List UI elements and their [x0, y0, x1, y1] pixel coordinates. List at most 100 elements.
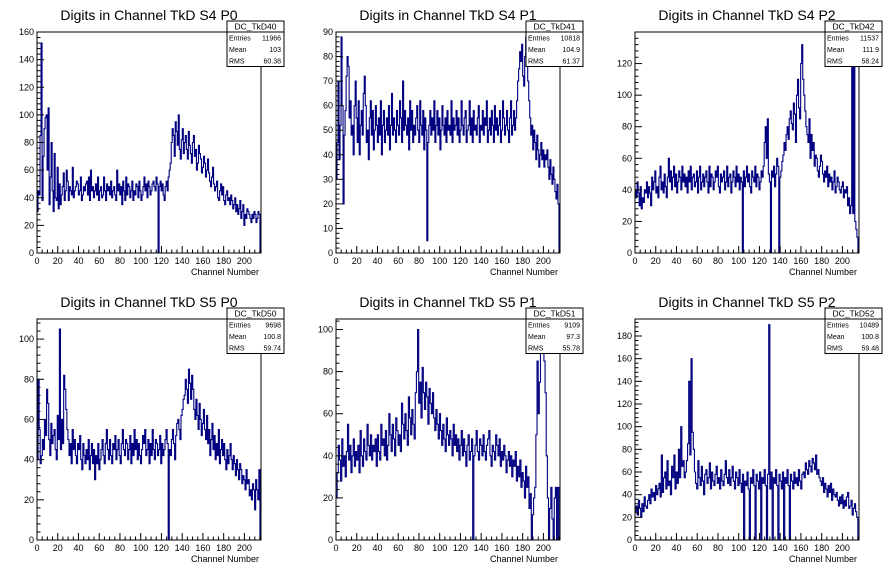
histogram-svg: Digits in Channel TkD S5 P2 0 20 40 60 80 100 1…	[617, 294, 883, 564]
chart-title: Digits in Channel TkD S5 P2	[658, 294, 835, 310]
y-tick-label: 100	[19, 334, 34, 344]
stats-row-label: Mean	[528, 47, 546, 54]
chart-title: Digits in Channel TkD S4 P0	[60, 7, 237, 23]
stats-row-value: 9698	[265, 323, 281, 330]
x-tick-label: 40	[73, 543, 83, 553]
x-tick-label: 100	[731, 256, 746, 266]
stats-row-value: 59.74	[263, 346, 281, 353]
x-tick-label: 0	[333, 256, 338, 266]
x-tick-label: 160	[195, 543, 210, 553]
x-tick-label: 140	[773, 256, 788, 266]
stats-box: DC_TkD41 Entries 10818 Mean 104.9 RMS 61.37	[525, 20, 584, 67]
stats-row-value: 111.9	[863, 47, 880, 54]
histogram-pad: Digits in Channel TkD S4 P1 0 20 40 60 80 100 1…	[299, 0, 597, 287]
x-tick-label: 40	[671, 256, 681, 266]
y-tick-label: 80	[24, 374, 34, 384]
y-tick-label: 20	[24, 220, 34, 230]
y-tick-label: 90	[323, 27, 333, 37]
stats-row-value: 104.9	[562, 47, 580, 54]
x-tick-label: 100	[432, 256, 447, 266]
x-tick-label: 20	[53, 543, 63, 553]
x-tick-label: 120	[154, 256, 169, 266]
x-tick-label: 20	[352, 543, 362, 553]
stats-name: DC_TkD52	[832, 309, 874, 319]
plot-frame	[36, 318, 262, 541]
x-tick-label: 160	[195, 256, 210, 266]
y-tick-label: 40	[323, 150, 333, 160]
y-tick-label: 20	[622, 512, 632, 522]
x-tick-label: 80	[414, 543, 424, 553]
y-tick-label: 40	[24, 455, 34, 465]
x-tick-label: 20	[651, 256, 661, 266]
histogram-svg: Digits in Channel TkD S5 P1 0 20 40 60 80 100 1…	[318, 294, 584, 564]
y-tick-label: 80	[323, 52, 333, 62]
histogram-pad: Digits in Channel TkD S5 P2 0 20 40 60 80 100 1…	[598, 287, 896, 574]
stats-box: DC_TkD40 Entries 11966 Mean 103 RMS 60.38	[226, 20, 285, 67]
stats-row-label: Entries	[229, 323, 251, 330]
y-tick-label: 80	[622, 122, 632, 132]
x-tick-label: 140	[474, 256, 489, 266]
stats-row-value: 100.8	[861, 334, 879, 341]
y-tick-label: 140	[617, 376, 632, 386]
x-tick-label: 120	[453, 543, 468, 553]
stats-row-label: RMS	[827, 346, 843, 353]
y-tick-label: 70	[323, 76, 333, 86]
x-tick-label: 20	[352, 256, 362, 266]
stats-row-label: RMS	[528, 346, 544, 353]
x-tick-label: 60	[94, 543, 104, 553]
x-tick-label: 200	[237, 256, 252, 266]
stats-row-label: RMS	[229, 59, 245, 66]
histogram-pad: Digits in Channel TkD S4 P2 0 20 40 60 80 100 1…	[598, 0, 896, 287]
stats-row-value: 10818	[561, 36, 581, 43]
stats-name: DC_TkD50	[234, 309, 276, 319]
y-tick-label: 120	[617, 399, 632, 409]
stats-row-label: Mean	[229, 334, 247, 341]
x-tick-label: 200	[536, 543, 551, 553]
x-tick-label: 80	[115, 256, 125, 266]
stats-box: DC_TkD52 Entries 10489 Mean 100.8 RMS 59.48	[824, 307, 883, 354]
y-tick-label: 60	[323, 101, 333, 111]
y-tick-label: 180	[617, 331, 632, 341]
x-tick-label: 60	[94, 256, 104, 266]
y-tick-label: 80	[622, 444, 632, 454]
stats-row-label: Mean	[229, 47, 247, 54]
y-tick-label: 0	[627, 248, 632, 258]
y-tick-label: 60	[323, 409, 333, 419]
stats-row-label: Entries	[528, 323, 550, 330]
plot-frame	[335, 318, 561, 541]
stats-row-label: Entries	[827, 323, 849, 330]
histogram-series	[336, 36, 560, 254]
stats-box: DC_TkD50 Entries 9698 Mean 100.8 RMS 59.74	[226, 307, 285, 354]
histogram-series	[336, 318, 560, 541]
y-tick-label: 80	[323, 367, 333, 377]
x-tick-label: 180	[814, 256, 829, 266]
stats-row-value: 60.38	[263, 59, 281, 66]
x-tick-label: 120	[752, 256, 767, 266]
x-tick-label: 20	[53, 256, 63, 266]
x-tick-label: 80	[414, 256, 424, 266]
x-tick-label: 40	[73, 256, 83, 266]
x-axis-label: Channel Number	[191, 554, 259, 564]
y-tick-label: 20	[323, 493, 333, 503]
x-tick-label: 0	[632, 256, 637, 266]
y-tick-label: 160	[617, 354, 632, 364]
x-tick-label: 40	[671, 543, 681, 553]
y-tick-label: 0	[29, 535, 34, 545]
stats-name: DC_TkD51	[533, 309, 575, 319]
x-axis-label: Channel Number	[490, 554, 558, 564]
stats-row-value: 11537	[860, 36, 879, 43]
x-tick-label: 100	[133, 256, 148, 266]
histogram-series	[635, 39, 859, 254]
y-tick-label: 0	[328, 248, 333, 258]
x-tick-label: 180	[515, 543, 530, 553]
y-tick-label: 80	[24, 138, 34, 148]
stats-row-label: Mean	[528, 334, 546, 341]
histogram-pad: Digits in Channel TkD S5 P0 0 20 40 60 80 100 1…	[0, 287, 298, 574]
stats-row-value: 61.37	[562, 59, 580, 66]
x-tick-label: 200	[835, 256, 850, 266]
x-tick-label: 140	[773, 543, 788, 553]
histogram-series	[37, 42, 261, 254]
x-tick-label: 140	[175, 543, 190, 553]
x-axis-label: Channel Number	[490, 267, 558, 277]
stats-row-label: Entries	[528, 36, 550, 43]
